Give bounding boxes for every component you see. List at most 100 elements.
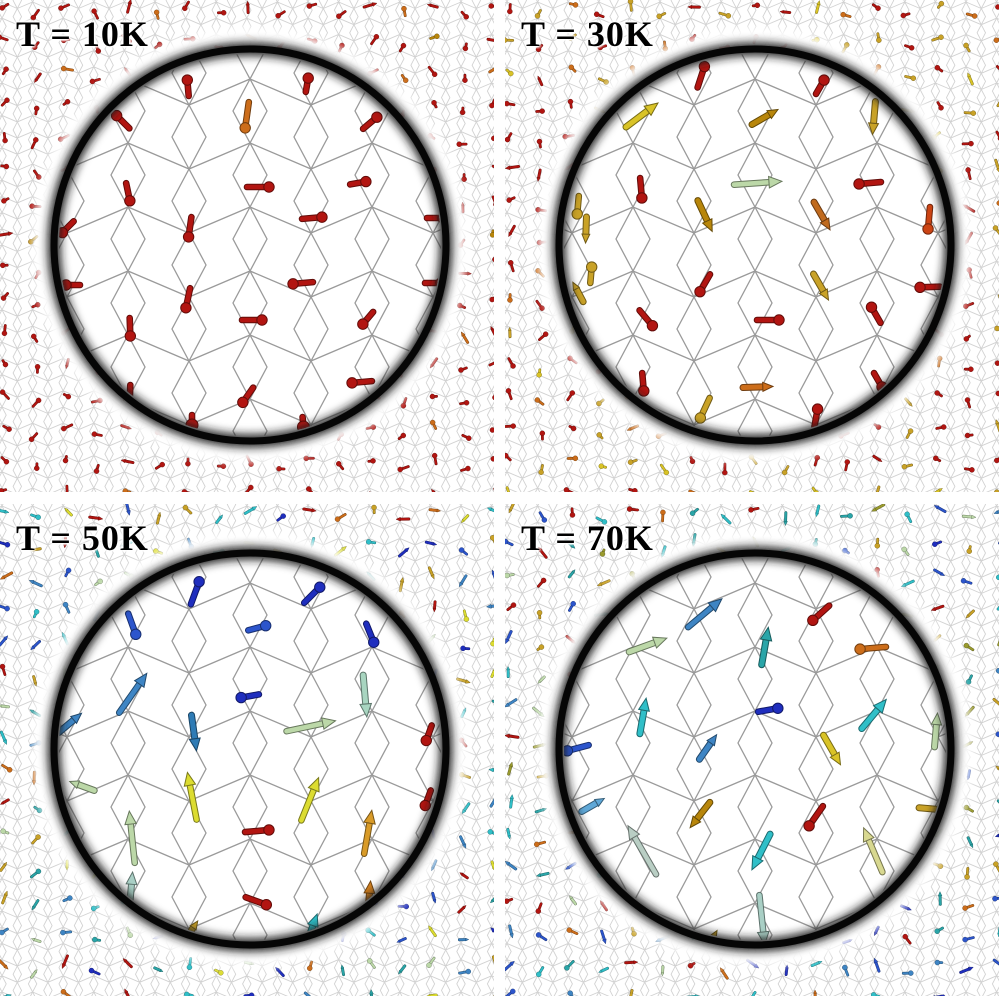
spin xyxy=(844,459,851,472)
spin xyxy=(2,424,12,432)
spin xyxy=(505,698,518,708)
spin xyxy=(429,33,440,40)
spin xyxy=(506,602,517,612)
spin xyxy=(871,504,885,512)
spin xyxy=(91,431,103,437)
spin xyxy=(276,513,286,522)
spin xyxy=(505,452,512,462)
spin xyxy=(803,802,827,832)
spin xyxy=(783,511,788,527)
spin xyxy=(306,960,313,971)
spin xyxy=(0,571,14,580)
spin xyxy=(120,539,135,547)
spin xyxy=(397,465,410,473)
spin xyxy=(0,509,10,514)
spin xyxy=(867,98,880,136)
spin xyxy=(581,213,591,245)
spin xyxy=(596,579,611,587)
spin xyxy=(992,958,999,966)
spin xyxy=(359,671,373,719)
spin xyxy=(564,538,576,549)
spin xyxy=(535,871,550,878)
spin xyxy=(992,225,999,236)
spin xyxy=(306,2,318,9)
spin xyxy=(874,537,881,549)
spin xyxy=(90,905,100,912)
spin xyxy=(535,44,544,53)
spin xyxy=(505,861,518,871)
panel-t10k-canvas xyxy=(0,0,494,492)
spin xyxy=(489,229,494,238)
spin xyxy=(187,711,201,753)
spin xyxy=(687,962,696,969)
spin xyxy=(429,419,438,430)
spin xyxy=(660,509,666,523)
spin xyxy=(930,604,945,611)
spin xyxy=(932,540,943,547)
spin xyxy=(873,957,881,973)
spin xyxy=(536,368,542,378)
spin xyxy=(631,926,637,937)
spin xyxy=(62,393,72,400)
spin xyxy=(507,761,513,776)
spin xyxy=(567,33,577,41)
spin xyxy=(566,927,579,935)
spin xyxy=(507,357,516,369)
spin xyxy=(431,100,438,109)
spin xyxy=(94,546,100,558)
spin xyxy=(298,776,320,824)
spin xyxy=(362,2,378,9)
spin xyxy=(505,733,520,739)
temperature-label-50k: T = 50K xyxy=(16,518,149,558)
spin xyxy=(963,804,974,813)
spin xyxy=(31,41,40,50)
spin xyxy=(807,602,833,627)
spin xyxy=(1,890,8,905)
spin xyxy=(242,893,273,911)
spin xyxy=(30,639,42,651)
spin xyxy=(904,75,917,81)
spin xyxy=(428,508,442,513)
spin xyxy=(534,9,542,19)
spin xyxy=(566,390,576,402)
spin xyxy=(508,504,515,514)
spin xyxy=(748,506,760,513)
spin xyxy=(571,192,583,220)
spin xyxy=(505,630,513,645)
spin xyxy=(275,966,285,977)
spin xyxy=(815,504,821,518)
spin xyxy=(694,271,714,298)
spin xyxy=(960,578,973,585)
spin xyxy=(625,636,668,656)
spin xyxy=(659,463,670,476)
spin xyxy=(934,926,944,934)
spin xyxy=(32,675,38,687)
spin xyxy=(568,600,576,612)
spin xyxy=(300,581,326,607)
spin xyxy=(505,572,515,579)
spin xyxy=(627,0,634,12)
spin xyxy=(933,505,947,513)
spin xyxy=(459,106,466,116)
spin xyxy=(60,929,73,936)
spin xyxy=(458,547,469,556)
spin xyxy=(91,8,99,20)
spin xyxy=(965,609,975,619)
spin xyxy=(488,3,494,9)
spin xyxy=(622,102,659,131)
spin xyxy=(287,278,317,290)
spin xyxy=(34,462,40,472)
spin xyxy=(0,2,10,11)
spin xyxy=(730,175,784,189)
spin xyxy=(62,99,71,106)
panel-t10k: T = 10K xyxy=(0,0,494,492)
spin xyxy=(660,965,665,977)
spin xyxy=(563,487,574,492)
spin xyxy=(346,175,372,188)
spin xyxy=(0,389,10,400)
spin xyxy=(505,100,516,107)
spin xyxy=(870,992,881,996)
spin xyxy=(720,513,732,525)
spin xyxy=(568,64,577,73)
spin xyxy=(853,178,885,190)
